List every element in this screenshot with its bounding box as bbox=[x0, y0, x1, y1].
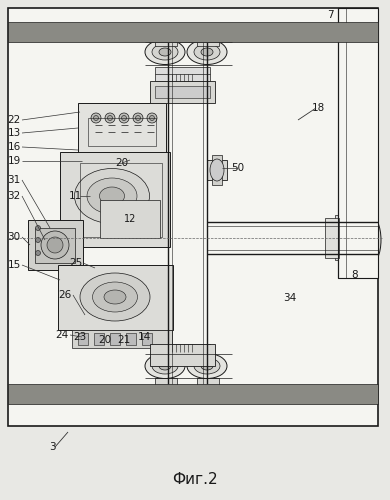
Ellipse shape bbox=[187, 354, 227, 378]
Text: 14: 14 bbox=[137, 332, 151, 342]
Ellipse shape bbox=[363, 224, 377, 256]
Bar bbox=[58, 265, 173, 330]
Text: 31: 31 bbox=[7, 175, 21, 185]
Text: 20: 20 bbox=[115, 158, 129, 168]
Ellipse shape bbox=[149, 116, 154, 120]
Ellipse shape bbox=[108, 116, 112, 120]
Bar bbox=[155, 344, 210, 356]
Ellipse shape bbox=[135, 116, 140, 120]
Bar bbox=[78, 103, 166, 153]
Text: 50: 50 bbox=[231, 163, 245, 173]
Text: 7: 7 bbox=[337, 393, 343, 403]
Text: 24: 24 bbox=[55, 330, 69, 340]
Text: 21: 21 bbox=[117, 335, 131, 345]
Bar bbox=[362, 210, 378, 270]
Bar bbox=[155, 67, 210, 81]
Ellipse shape bbox=[105, 113, 115, 123]
Ellipse shape bbox=[122, 116, 126, 120]
Text: 3: 3 bbox=[49, 442, 55, 452]
Text: 15: 15 bbox=[7, 260, 21, 270]
Bar bbox=[8, 22, 378, 42]
Ellipse shape bbox=[152, 358, 178, 374]
Bar bbox=[78, 333, 88, 345]
Text: 22: 22 bbox=[7, 115, 21, 125]
Bar bbox=[325, 218, 339, 258]
Text: 26: 26 bbox=[58, 290, 72, 300]
Ellipse shape bbox=[147, 113, 157, 123]
Ellipse shape bbox=[94, 116, 99, 120]
Ellipse shape bbox=[194, 44, 220, 60]
Text: 25: 25 bbox=[69, 258, 83, 268]
Bar bbox=[94, 333, 104, 345]
Bar bbox=[207, 160, 227, 180]
Bar bbox=[197, 38, 219, 46]
Bar bbox=[142, 333, 152, 345]
Bar bbox=[28, 220, 83, 270]
Ellipse shape bbox=[145, 354, 185, 378]
Bar bbox=[126, 333, 136, 345]
Bar bbox=[80, 163, 162, 237]
Text: 20: 20 bbox=[98, 335, 112, 345]
Text: 8: 8 bbox=[352, 270, 358, 280]
Text: 34: 34 bbox=[284, 293, 297, 303]
Bar bbox=[335, 250, 363, 260]
Ellipse shape bbox=[159, 362, 171, 370]
Text: 30: 30 bbox=[7, 232, 21, 242]
Ellipse shape bbox=[91, 113, 101, 123]
Text: 13: 13 bbox=[7, 128, 21, 138]
Ellipse shape bbox=[159, 48, 171, 56]
Text: 32: 32 bbox=[7, 191, 21, 201]
Text: 12: 12 bbox=[124, 214, 136, 224]
Text: 23: 23 bbox=[73, 332, 87, 342]
Ellipse shape bbox=[35, 250, 41, 256]
Bar bbox=[155, 86, 210, 98]
Bar bbox=[100, 200, 160, 238]
Bar bbox=[8, 384, 378, 404]
Bar bbox=[35, 228, 75, 263]
Text: 11: 11 bbox=[68, 191, 82, 201]
Bar bbox=[150, 344, 215, 366]
Ellipse shape bbox=[35, 226, 41, 230]
Ellipse shape bbox=[201, 48, 213, 56]
Bar bbox=[60, 152, 170, 247]
Ellipse shape bbox=[104, 290, 126, 304]
Bar bbox=[88, 118, 156, 146]
Ellipse shape bbox=[201, 362, 213, 370]
Text: 7: 7 bbox=[327, 10, 333, 20]
Ellipse shape bbox=[145, 40, 185, 64]
Ellipse shape bbox=[47, 237, 63, 253]
Text: 18: 18 bbox=[311, 103, 324, 113]
Ellipse shape bbox=[152, 44, 178, 60]
Ellipse shape bbox=[210, 159, 224, 181]
Ellipse shape bbox=[194, 358, 220, 374]
Bar bbox=[150, 81, 215, 103]
Ellipse shape bbox=[74, 168, 149, 224]
Bar bbox=[110, 333, 120, 345]
Bar bbox=[72, 330, 172, 348]
Ellipse shape bbox=[35, 238, 41, 242]
Ellipse shape bbox=[80, 273, 150, 321]
Bar bbox=[212, 155, 222, 185]
Bar bbox=[155, 378, 177, 386]
Text: 16: 16 bbox=[7, 142, 21, 152]
Ellipse shape bbox=[119, 113, 129, 123]
Ellipse shape bbox=[92, 282, 138, 312]
Ellipse shape bbox=[41, 231, 69, 259]
Bar bbox=[8, 8, 378, 426]
Text: Фиг.2: Фиг.2 bbox=[172, 472, 218, 488]
Bar bbox=[338, 8, 378, 278]
Ellipse shape bbox=[359, 215, 381, 265]
Ellipse shape bbox=[99, 187, 124, 205]
Ellipse shape bbox=[87, 178, 137, 214]
Bar bbox=[197, 378, 219, 386]
Ellipse shape bbox=[133, 113, 143, 123]
Bar bbox=[335, 215, 363, 225]
Ellipse shape bbox=[187, 40, 227, 64]
Text: 19: 19 bbox=[7, 156, 21, 166]
Bar bbox=[155, 38, 177, 46]
